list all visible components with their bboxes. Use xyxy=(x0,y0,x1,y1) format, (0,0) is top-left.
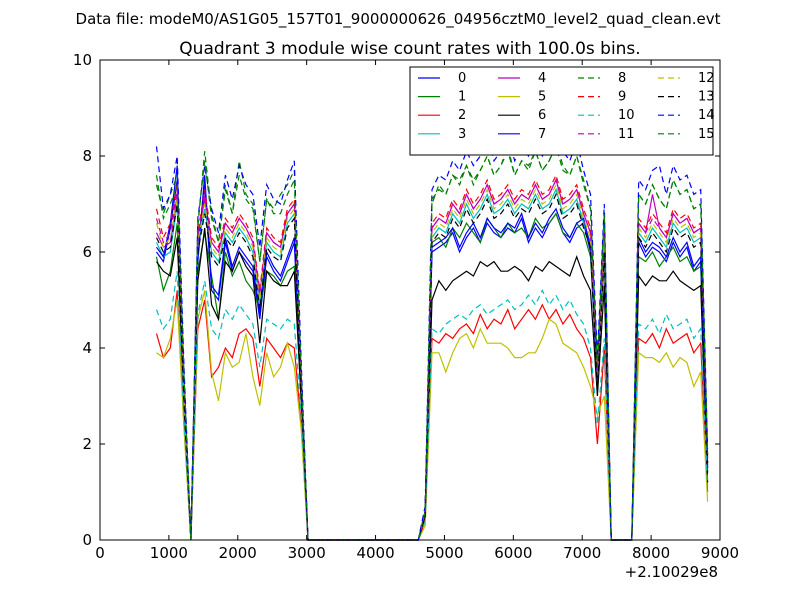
x-tick-label: 8000 xyxy=(632,544,670,562)
series-line-2 xyxy=(155,290,709,541)
y-tick-label: 4 xyxy=(82,339,92,357)
x-tick-label: 7000 xyxy=(563,544,601,562)
chart-title: Quadrant 3 module wise count rates with … xyxy=(179,39,640,59)
y-tick-label: 0 xyxy=(82,531,92,549)
legend-label-10: 10 xyxy=(618,108,635,123)
legend-label-8: 8 xyxy=(618,71,626,86)
legend-label-13: 13 xyxy=(698,90,715,105)
legend-label-11: 11 xyxy=(618,127,635,142)
x-tick-label: 5000 xyxy=(425,544,463,562)
legend-label-15: 15 xyxy=(698,127,715,142)
x-tick-label: 6000 xyxy=(494,544,532,562)
legend-label-3: 3 xyxy=(458,127,466,142)
series-line-5 xyxy=(156,290,709,541)
legend-label-5: 5 xyxy=(538,90,546,105)
x-tick-label: 3000 xyxy=(288,544,326,562)
y-tick-label: 2 xyxy=(82,435,92,453)
legend-label-7: 7 xyxy=(538,127,546,142)
legend-label-12: 12 xyxy=(698,71,715,86)
y-tick-label: 10 xyxy=(73,51,92,69)
suptitle: Data file: modeM0/AS1G05_157T01_90000006… xyxy=(76,10,721,29)
series-line-6 xyxy=(156,227,709,541)
series-line-15 xyxy=(155,144,709,541)
legend-label-2: 2 xyxy=(458,108,466,123)
x-tick-label: 4000 xyxy=(356,544,394,562)
x-tick-label: 0 xyxy=(95,544,105,562)
x-ticks: 0 1000 2000 3000 4000 5000 6000 7000 8000 9000 xyxy=(95,60,739,562)
x-offset-label: +2.10029e8 xyxy=(625,563,718,581)
legend-label-9: 9 xyxy=(618,90,626,105)
legend-label-14: 14 xyxy=(698,108,715,123)
legend-label-4: 4 xyxy=(538,71,546,86)
axes-frame xyxy=(99,59,721,541)
x-tick-label: 1000 xyxy=(150,544,188,562)
plot-area: 0 1000 2000 3000 4000 5000 6000 7000 8000 9000 0 2… xyxy=(73,51,739,562)
series-layer xyxy=(155,112,709,541)
legend-label-1: 1 xyxy=(458,90,466,105)
legend-box xyxy=(409,66,714,156)
legend-label-6: 6 xyxy=(538,108,546,123)
legend-label-0: 0 xyxy=(458,71,466,86)
y-tick-label: 6 xyxy=(82,243,92,261)
x-tick-label: 9000 xyxy=(701,544,739,562)
y-tick-label: 8 xyxy=(82,147,92,165)
x-tick-label: 2000 xyxy=(219,544,257,562)
